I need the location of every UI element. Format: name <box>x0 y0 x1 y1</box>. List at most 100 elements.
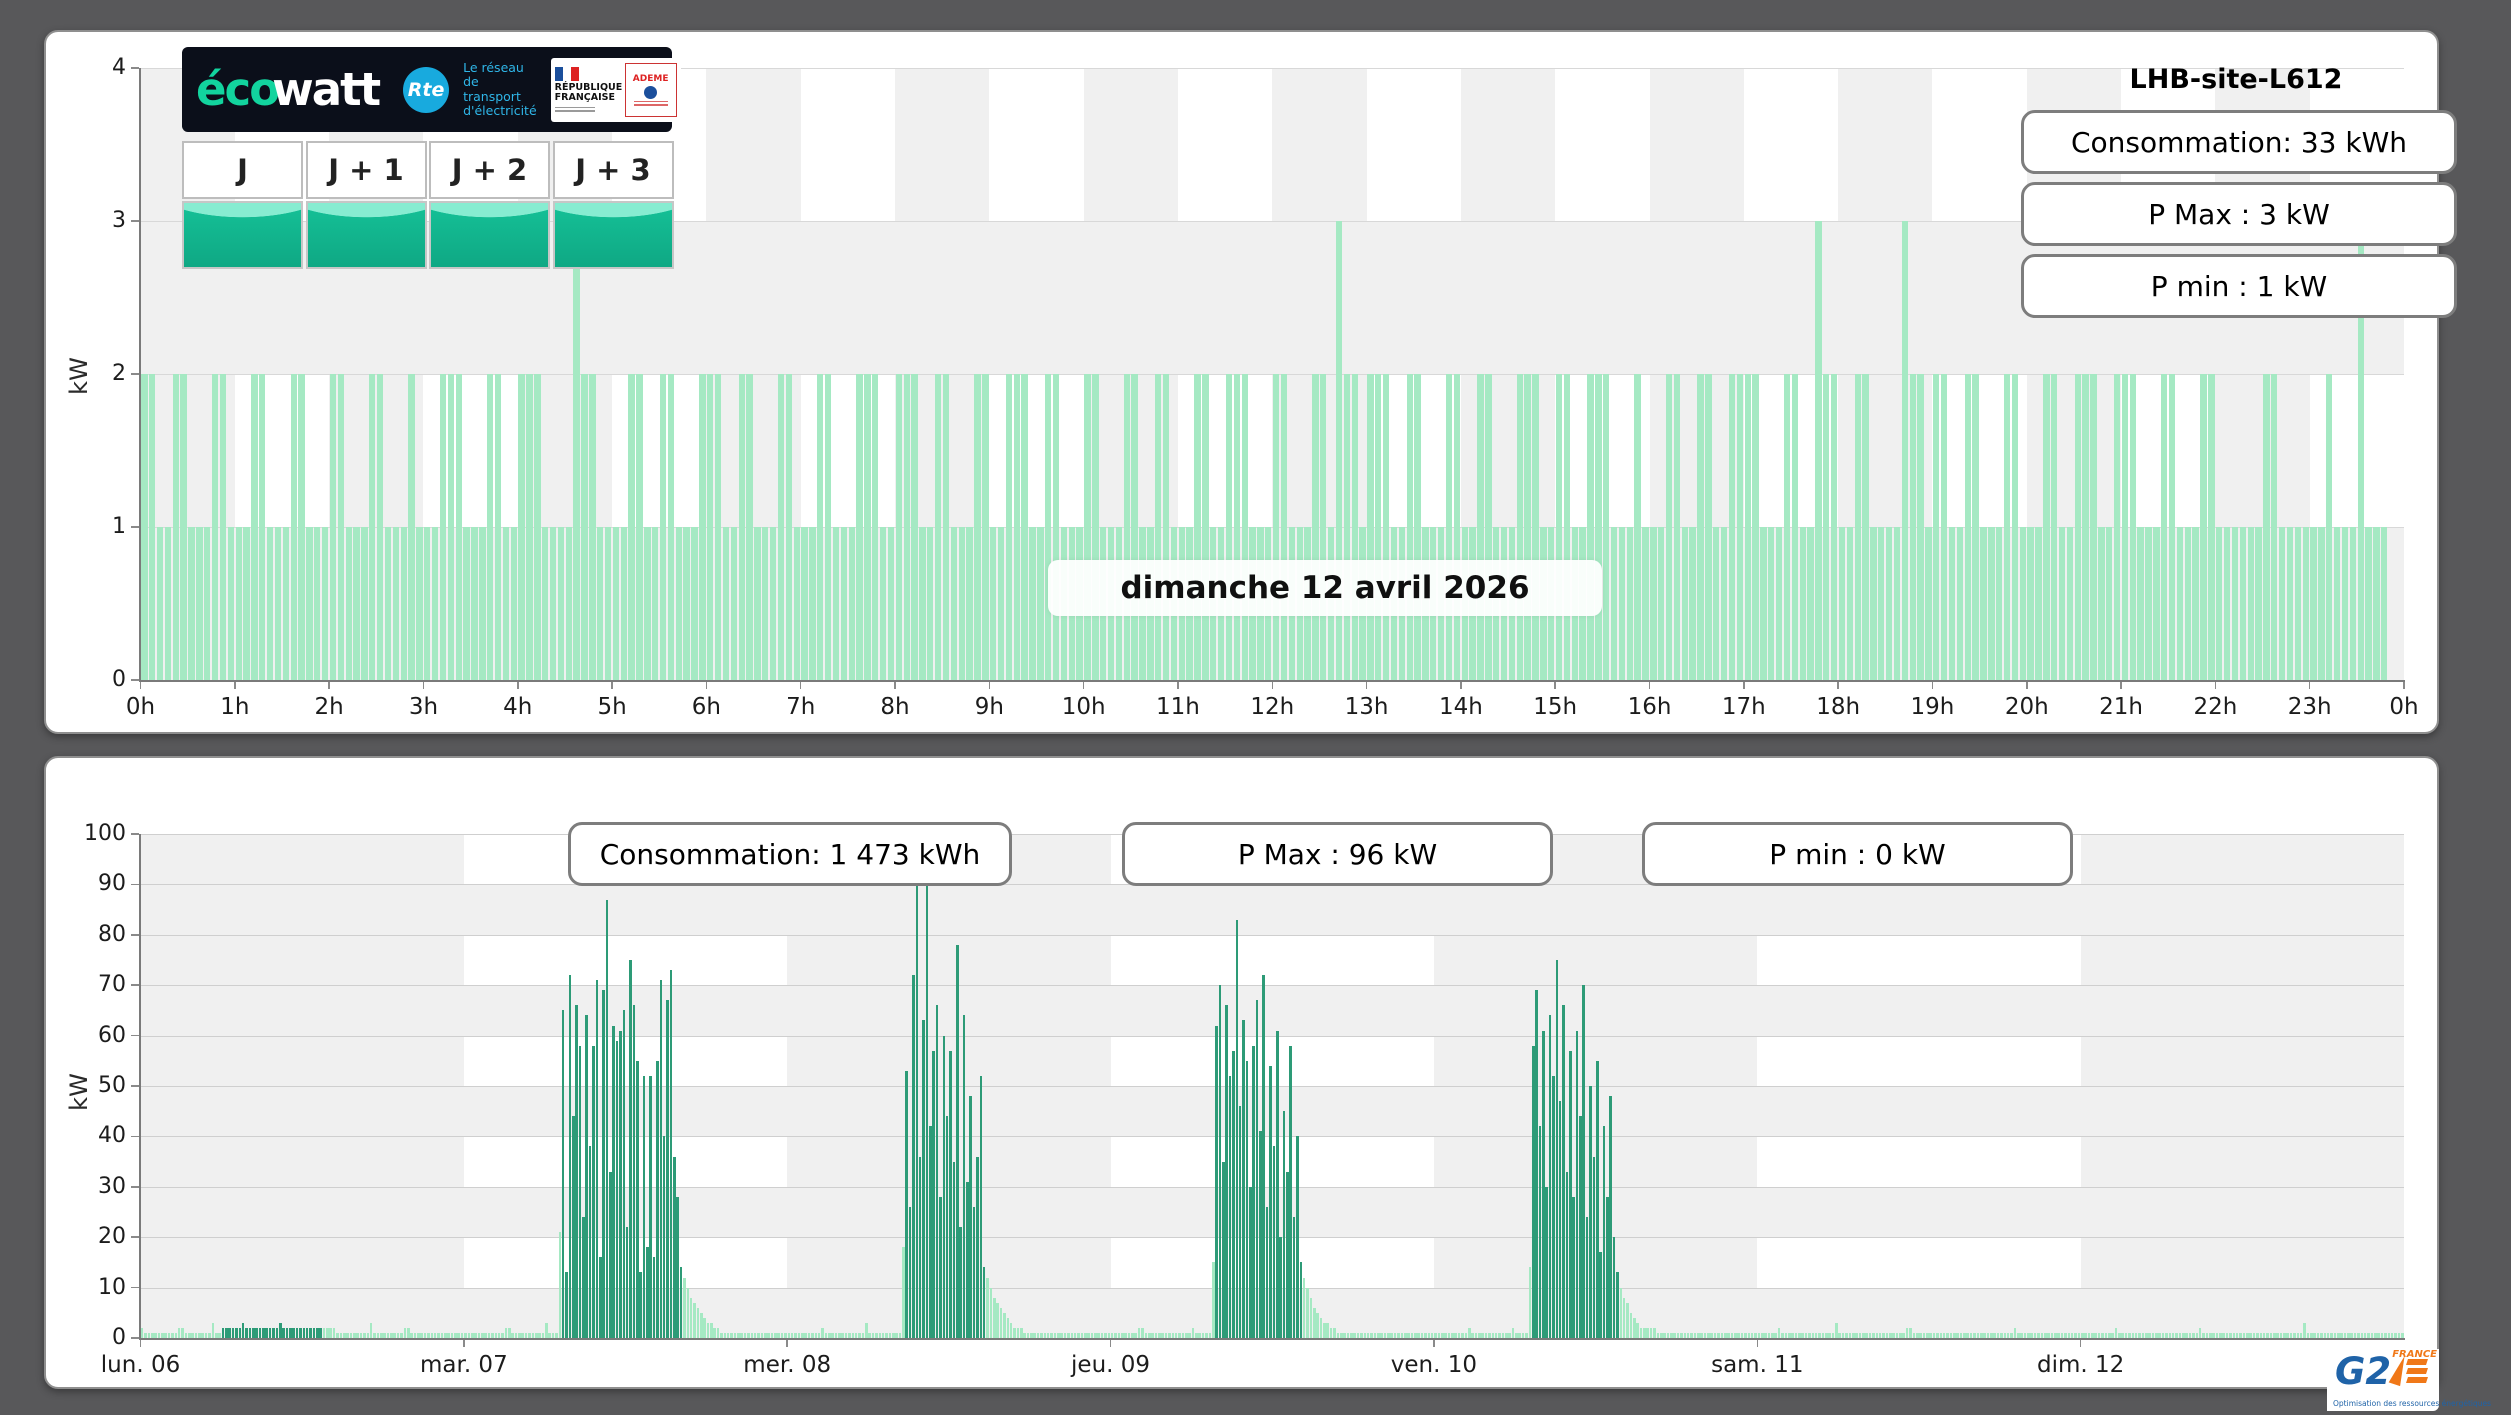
consumption-bar <box>1052 374 1060 680</box>
base-load-bar <box>2326 1332 2330 1338</box>
background-band <box>1110 985 1434 1036</box>
tab-day-1[interactable]: J + 1 <box>305 141 427 199</box>
base-load-bar <box>1915 1332 1919 1338</box>
heavy-load-bar <box>1262 975 1266 1338</box>
base-load-bar <box>2252 1332 2256 1338</box>
x-axis-tick <box>517 682 519 689</box>
base-load-bar <box>1885 1332 1889 1338</box>
base-load-bar <box>881 1332 885 1338</box>
base-load-bar <box>737 1332 740 1338</box>
base-load-bar <box>2208 1332 2212 1338</box>
base-load-bar <box>1339 1332 1343 1338</box>
base-load-bar <box>2134 1332 2138 1338</box>
consumption-bar <box>2035 527 2042 680</box>
consumption-bar <box>479 527 486 680</box>
base-load-bar <box>757 1332 760 1338</box>
heavy-load-bar <box>1238 1106 1242 1338</box>
base-load-bar <box>1043 1332 1047 1338</box>
heavy-load-bar <box>1275 1030 1279 1338</box>
consumption-bar <box>2365 527 2372 680</box>
base-load-bar <box>2198 1327 2202 1338</box>
consumption-bar <box>769 527 777 680</box>
base-load-bar <box>2384 1332 2387 1338</box>
base-load-bar <box>2037 1332 2040 1338</box>
base-load-bar <box>2249 1332 2252 1338</box>
base-load-bar <box>2242 1332 2246 1338</box>
heavy-load-bar <box>982 1267 986 1338</box>
consumption-bar <box>1846 527 1854 680</box>
heavy-load-bar <box>565 1272 568 1338</box>
base-load-bar <box>2390 1332 2394 1338</box>
heavy-load-bar <box>622 1010 626 1338</box>
base-load-bar <box>1959 1332 1963 1338</box>
tab-day-3-ecowatt-thumbnail[interactable] <box>552 201 674 269</box>
base-load-bar <box>2266 1332 2269 1338</box>
consumption-bar <box>1092 374 1099 680</box>
base-load-bar <box>336 1332 339 1338</box>
x-axis-label: 6h <box>691 694 721 720</box>
tab-day-0-ecowatt-thumbnail[interactable] <box>182 201 303 269</box>
consumption-bar <box>1642 527 1649 680</box>
base-load-bar <box>1767 1332 1771 1338</box>
base-load-bar <box>188 1332 191 1338</box>
base-load-bar <box>2185 1332 2188 1338</box>
base-load-bar <box>716 1327 720 1338</box>
y-axis-label: 50 <box>98 1073 126 1098</box>
consumption-bar <box>990 527 997 680</box>
base-load-bar <box>2222 1332 2226 1338</box>
base-load-bar <box>794 1332 797 1338</box>
gridline <box>140 1136 2404 1138</box>
consumption-bar <box>1045 374 1052 680</box>
base-load-bar <box>686 1287 690 1338</box>
consumption-bar <box>2326 374 2333 680</box>
heavy-load-bar <box>305 1327 309 1338</box>
consumption-bar <box>1375 374 1382 680</box>
tab-day-0[interactable]: J <box>182 141 303 199</box>
base-load-bar <box>875 1332 878 1338</box>
base-load-bar <box>787 1332 791 1338</box>
base-load-bar <box>1370 1332 1373 1338</box>
base-load-bar <box>430 1332 434 1338</box>
base-load-bar <box>868 1332 871 1338</box>
base-load-bar <box>1390 1332 1394 1338</box>
y-axis-label: 80 <box>98 921 126 947</box>
weekly-chart-plot <box>140 834 2404 1338</box>
consumption-bar <box>1013 374 1020 680</box>
heavy-load-bar <box>1265 1206 1269 1338</box>
heavy-load-bar <box>962 1015 966 1338</box>
base-load-bar <box>1013 1327 1016 1338</box>
heavy-load-bar <box>1558 1101 1562 1338</box>
tab-day-2-ecowatt-thumbnail[interactable] <box>429 201 550 269</box>
weekly-y-axis-unit: kW <box>64 1073 93 1111</box>
y-axis-label: 0 <box>112 667 126 692</box>
heavy-load-bar <box>1218 985 1222 1338</box>
consumption-bar <box>306 527 313 680</box>
gridline <box>140 1287 2404 1289</box>
consumption-bar <box>321 527 329 680</box>
base-load-bar <box>342 1332 346 1338</box>
consumption-bar <box>612 527 620 680</box>
tab-day-3[interactable]: J + 3 <box>552 141 674 199</box>
base-load-bar <box>1912 1332 1916 1338</box>
base-load-bar <box>1211 1262 1215 1338</box>
base-load-bar <box>1875 1332 1879 1338</box>
base-load-bar <box>2219 1332 2222 1338</box>
base-load-bar <box>1821 1332 1825 1338</box>
heavy-load-bar <box>1548 1015 1552 1338</box>
base-load-bar <box>2047 1332 2050 1338</box>
base-load-bar <box>2151 1332 2155 1338</box>
heavy-load-bar <box>1569 1050 1572 1338</box>
base-load-bar <box>1387 1332 1390 1338</box>
base-load-bar <box>353 1332 356 1338</box>
heavy-load-bar <box>282 1327 285 1338</box>
tab-day-2[interactable]: J + 2 <box>429 141 550 199</box>
selected-date-label: dimanche 12 avril 2026 <box>1048 560 1602 616</box>
base-load-bar <box>1171 1332 1175 1338</box>
consumption-bar <box>2247 527 2254 680</box>
base-load-bar <box>2077 1332 2081 1338</box>
base-load-bar <box>804 1332 807 1338</box>
base-load-bar <box>2259 1332 2263 1338</box>
base-load-bar <box>204 1332 208 1338</box>
tab-day-1-ecowatt-thumbnail[interactable] <box>305 201 427 269</box>
base-load-bar <box>1329 1327 1333 1338</box>
